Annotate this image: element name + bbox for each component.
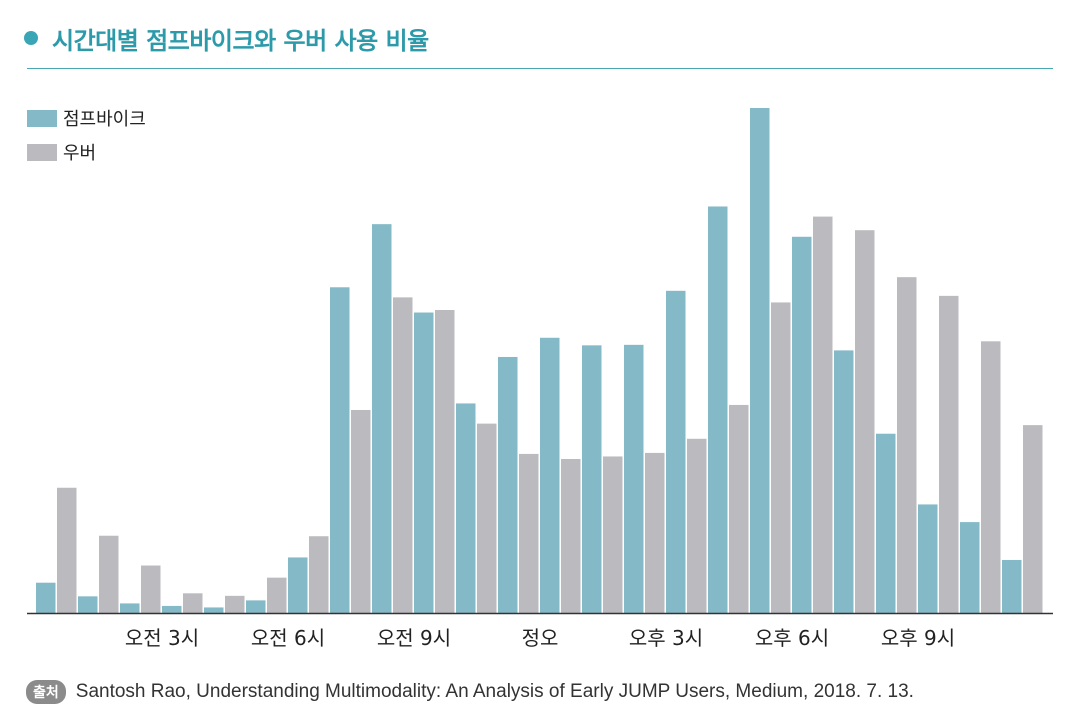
title-divider xyxy=(27,68,1053,69)
bar-jump-20 xyxy=(876,433,896,613)
bar-jump-2 xyxy=(120,603,140,613)
bar-uber-4 xyxy=(225,595,245,613)
bar-jump-1 xyxy=(78,596,98,613)
source-line: 출처 Santosh Rao, Understanding Multimodal… xyxy=(26,680,914,704)
bar-uber-23 xyxy=(1023,425,1043,613)
bar-uber-16 xyxy=(729,404,749,613)
bar-uber-19 xyxy=(855,230,875,613)
bar-jump-8 xyxy=(372,224,392,613)
bar-jump-4 xyxy=(204,607,224,613)
title-row: 시간대별 점프바이크와 우버 사용 비율 xyxy=(24,18,429,58)
source-text: Santosh Rao, Understanding Multimodality… xyxy=(75,681,914,702)
bar-jump-11 xyxy=(498,356,518,613)
bar-uber-3 xyxy=(183,593,203,613)
bar-jump-10 xyxy=(456,403,476,613)
bar-uber-15 xyxy=(687,438,707,613)
bar-uber-9 xyxy=(435,310,455,613)
source-badge: 출처 xyxy=(26,680,66,704)
x-tick-label: 오후 3시 xyxy=(629,626,703,650)
bar-jump-23 xyxy=(1002,559,1022,613)
bar-jump-5 xyxy=(246,600,266,613)
legend-label-uber: 우버 xyxy=(63,143,97,164)
bar-jump-22 xyxy=(960,522,980,613)
x-tick-label: 오후 9시 xyxy=(881,626,955,650)
bar-jump-7 xyxy=(330,287,350,613)
bar-jump-0 xyxy=(36,582,56,613)
bar-jump-19 xyxy=(834,350,854,613)
legend-swatch-uber xyxy=(27,143,57,161)
bar-jump-17 xyxy=(750,108,770,613)
bar-jump-21 xyxy=(918,504,938,613)
bar-uber-12 xyxy=(561,458,581,613)
bar-uber-13 xyxy=(603,456,623,613)
legend-swatch-jump xyxy=(27,109,57,127)
title-bullet-icon xyxy=(24,31,38,45)
bar-jump-13 xyxy=(582,345,602,613)
bar-uber-5 xyxy=(267,577,287,613)
bar-jump-6 xyxy=(288,557,308,613)
bar-uber-2 xyxy=(141,565,161,613)
bar-jump-18 xyxy=(792,236,812,613)
legend-item-uber: 우버 xyxy=(27,141,146,164)
legend-label-jump: 점프바이크 xyxy=(63,109,146,130)
bar-uber-14 xyxy=(645,452,665,613)
bar-uber-20 xyxy=(897,277,917,613)
legend-item-jump: 점프바이크 xyxy=(27,107,146,130)
x-tick-label: 오전 9시 xyxy=(377,626,451,650)
bar-jump-9 xyxy=(414,312,434,613)
bar-uber-6 xyxy=(309,536,329,613)
bar-uber-0 xyxy=(57,487,77,613)
bar-uber-22 xyxy=(981,341,1001,613)
bar-uber-11 xyxy=(519,453,539,613)
bar-jump-12 xyxy=(540,337,560,613)
bar-uber-8 xyxy=(393,297,413,613)
x-tick-label: 오전 3시 xyxy=(125,626,199,650)
bar-jump-14 xyxy=(624,344,644,613)
bar-uber-17 xyxy=(771,302,791,613)
legend: 점프바이크 우버 xyxy=(27,107,146,175)
bar-jump-15 xyxy=(666,290,686,613)
bar-uber-18 xyxy=(813,216,833,613)
bar-uber-7 xyxy=(351,409,371,613)
x-tick-label: 정오 xyxy=(522,626,559,650)
bar-jump-16 xyxy=(708,206,728,613)
bar-uber-10 xyxy=(477,423,497,613)
bar-uber-21 xyxy=(939,295,959,613)
chart-title: 시간대별 점프바이크와 우버 사용 비율 xyxy=(52,26,429,55)
bar-jump-3 xyxy=(162,605,182,613)
x-tick-label: 오전 6시 xyxy=(251,626,325,650)
x-tick-label: 오후 6시 xyxy=(755,626,829,650)
bar-uber-1 xyxy=(99,535,119,613)
